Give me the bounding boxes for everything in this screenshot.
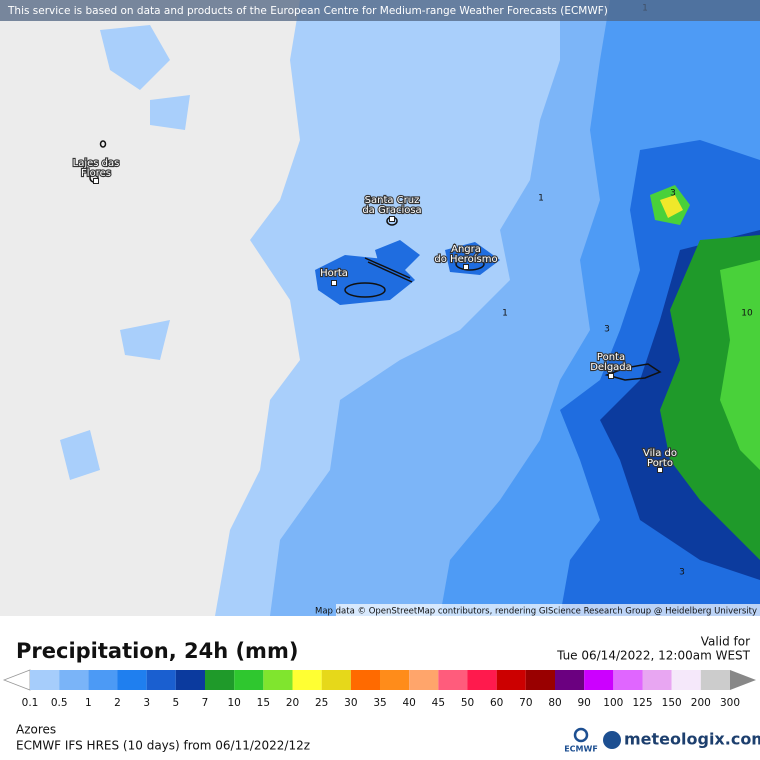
scale-label: 3 (143, 697, 150, 709)
legend-title: Precipitation, 24h (mm) (16, 639, 298, 663)
scale-label: 90 (577, 697, 590, 709)
contour-label: 10 (741, 309, 753, 319)
scale-box (642, 670, 672, 690)
meteologix-icon (603, 731, 621, 749)
scale-box (350, 670, 380, 690)
scale-label: 0.5 (51, 697, 68, 709)
scale-box (380, 670, 410, 690)
scale-label: 150 (662, 697, 682, 709)
place-label: Delgada (590, 362, 632, 373)
banner: This service is based on data and produc… (7, 5, 608, 17)
yellow-spot (660, 195, 683, 218)
scale-label: 200 (691, 697, 711, 709)
scale-box (438, 670, 468, 690)
scale-box (59, 670, 89, 690)
scale-box (117, 670, 147, 690)
scale-arrow-high (730, 670, 756, 690)
place-marker (93, 178, 99, 184)
legend: Precipitation, 24h (mm) Valid for Tue 06… (2, 635, 760, 754)
scale-box (30, 670, 60, 690)
scale-box (671, 670, 701, 690)
model: ECMWF IFS HRES (10 days) from 06/11/2022… (16, 739, 310, 753)
coastlines (89, 140, 662, 381)
ecmwf-logo: ECMWF (564, 745, 598, 754)
region: Azores (16, 723, 56, 737)
contour-label: 3 (679, 568, 685, 578)
contour-label: 1 (502, 309, 508, 319)
place-label: Santa Cruz (365, 195, 420, 206)
scale-label: 60 (490, 697, 503, 709)
scale-box (175, 670, 205, 690)
scale-label: 125 (632, 697, 652, 709)
scale-box (409, 670, 439, 690)
scale-label: 100 (603, 697, 623, 709)
scale-box (496, 670, 526, 690)
scale-label: 40 (402, 697, 415, 709)
place-marker (608, 373, 614, 379)
place-marker (463, 264, 469, 270)
scale-label: 1 (85, 697, 92, 709)
islands-rain (315, 240, 500, 305)
valid-time: Tue 06/14/2022, 12:00am WEST (556, 649, 751, 663)
place-label: da Graciosa (362, 205, 421, 216)
meteologix-logo[interactable]: meteologix.com (624, 730, 760, 749)
scale-label: 5 (172, 697, 179, 709)
place-label: Flores (81, 168, 111, 179)
attribution-bg (336, 604, 760, 616)
place-marker (657, 467, 663, 473)
scale-label: 80 (548, 697, 561, 709)
scale-label: 35 (373, 697, 386, 709)
scale-label: 10 (227, 697, 240, 709)
scale-box (263, 670, 293, 690)
scale-label: 15 (257, 697, 270, 709)
scale-box (613, 670, 643, 690)
valid-label: Valid for (701, 635, 750, 649)
scale-label: 7 (202, 697, 209, 709)
scale-label: 25 (315, 697, 328, 709)
scale-label: 20 (286, 697, 299, 709)
place-label: Lajes das (73, 158, 120, 169)
scale-label: 50 (461, 697, 474, 709)
scale-box (88, 670, 118, 690)
scale-box (146, 670, 176, 690)
scale-label: 2 (114, 697, 121, 709)
contour-label: 3 (604, 325, 610, 335)
scale-label: 45 (432, 697, 445, 709)
place-label: Vila do (643, 448, 677, 459)
banner-bg (0, 0, 760, 21)
place-marker (331, 280, 337, 286)
place-label: do Heroísmo (434, 253, 497, 265)
scale-box (525, 670, 555, 690)
ecmwf-icon (573, 727, 589, 743)
scale-label: 30 (344, 697, 357, 709)
place-label: Horta (320, 268, 348, 279)
scale-box (321, 670, 351, 690)
place-marker (389, 216, 395, 222)
scale-box (234, 670, 264, 690)
scale-label: 70 (519, 697, 532, 709)
scale-label: 300 (720, 697, 740, 709)
contour-label: 3 (670, 189, 676, 199)
scale-box (584, 670, 614, 690)
scale-arrow-low (2, 669, 31, 691)
scale-box (555, 670, 585, 690)
scale-box (292, 670, 322, 690)
attribution: Map data © OpenStreetMap contributors, r… (315, 607, 757, 617)
scale-box (700, 670, 730, 690)
place-label: Porto (647, 458, 673, 469)
green-light (720, 260, 760, 470)
place-label: Ponta (597, 352, 625, 363)
scale-box (467, 670, 497, 690)
contour-label: 1 (538, 194, 544, 204)
scale-label: 0.1 (22, 697, 39, 709)
place-label: Angra (451, 244, 481, 255)
scale-box (205, 670, 235, 690)
